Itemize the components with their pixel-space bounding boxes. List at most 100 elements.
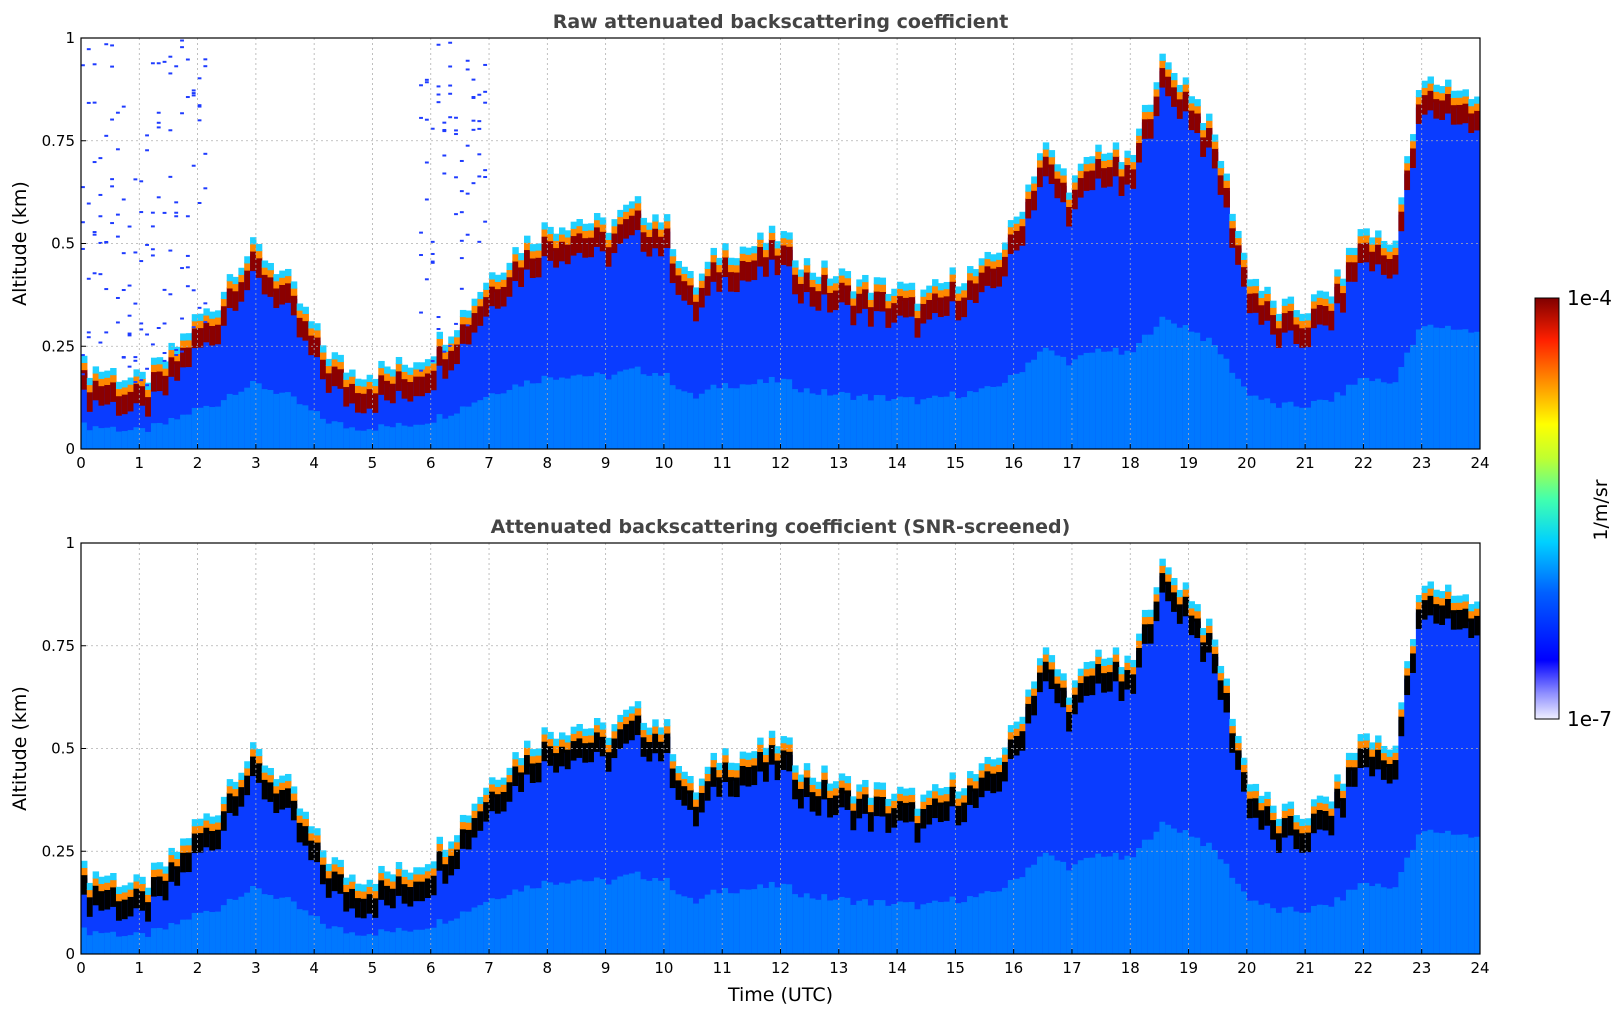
noise-speck <box>133 302 138 305</box>
field-column-lower <box>1019 877 1026 954</box>
layer-edge <box>728 768 735 778</box>
field-column-lower <box>1258 904 1265 954</box>
field-column-lower <box>1002 887 1009 954</box>
field-column-lower <box>838 896 846 954</box>
layer-edge <box>465 316 473 325</box>
layer-edge <box>972 275 980 284</box>
layer-band <box>500 285 508 307</box>
layer-band <box>203 321 210 343</box>
noise-speck <box>483 101 488 104</box>
field-column <box>1468 116 1475 449</box>
field-column <box>1130 677 1137 954</box>
layer-edge <box>1421 86 1429 96</box>
layer-band <box>448 349 455 371</box>
layer-edge <box>477 298 484 307</box>
layer-halo <box>728 762 735 770</box>
layer-edge <box>1340 284 1347 294</box>
field-column-lower <box>570 880 578 954</box>
layer-band <box>1112 660 1120 682</box>
layer-edge <box>279 276 286 285</box>
field-column-lower <box>716 388 723 449</box>
field-column-lower <box>1171 323 1178 449</box>
layer-halo <box>728 257 735 265</box>
layer-band <box>955 804 962 826</box>
field-column-lower <box>489 898 496 954</box>
field-column <box>1241 270 1248 449</box>
layer-band <box>943 800 951 821</box>
noise-speck <box>430 260 435 263</box>
field-column <box>407 385 414 449</box>
layer-edge <box>220 298 228 307</box>
field-column <box>652 231 659 449</box>
layer-band <box>1235 749 1242 770</box>
field-column <box>314 845 321 954</box>
layer-band <box>448 854 455 876</box>
field-column-lower <box>628 368 636 449</box>
field-column <box>867 815 875 954</box>
field-column <box>745 770 752 954</box>
noise-speck <box>180 46 184 49</box>
layer-band <box>897 295 904 316</box>
layer-edge <box>209 822 216 831</box>
layer-halo <box>797 774 805 782</box>
layer-halo <box>1060 168 1067 176</box>
layer-halo <box>494 779 502 787</box>
field-column <box>185 855 193 954</box>
field-column-lower <box>763 887 770 954</box>
layer-edge <box>518 764 525 773</box>
layer-band <box>1357 242 1365 263</box>
noise-speck <box>180 267 184 270</box>
layer-band <box>733 271 741 293</box>
field-column <box>255 766 263 954</box>
field-column <box>1258 308 1265 449</box>
layer-edge <box>768 736 776 746</box>
layer-edge <box>1130 666 1137 675</box>
layer-halo <box>809 777 817 785</box>
layer-halo <box>920 289 927 297</box>
layer-band <box>1025 197 1032 219</box>
layer-edge <box>331 863 339 872</box>
noise-speck <box>197 104 202 107</box>
layer-band <box>436 345 444 366</box>
layer-halo <box>203 308 210 316</box>
layer-edge <box>1386 755 1394 764</box>
field-column-lower <box>110 931 117 954</box>
field-column <box>809 290 817 449</box>
layer-band <box>763 761 770 782</box>
layer-edge <box>558 738 566 747</box>
field-column <box>1211 656 1219 954</box>
layer-edge <box>722 249 729 258</box>
field-column-lower <box>174 419 181 449</box>
field-column-lower <box>302 910 309 954</box>
layer-edge <box>605 238 613 248</box>
layer-halo <box>459 814 467 823</box>
field-column-lower <box>267 895 274 954</box>
field-column <box>1007 237 1015 449</box>
noise-speck <box>127 284 132 287</box>
x-tick-label: 24 <box>1470 454 1489 472</box>
field-column-lower <box>238 896 245 954</box>
layer-halo <box>290 786 298 794</box>
field-column-lower <box>483 396 490 449</box>
layer-edge <box>1270 306 1277 316</box>
field-column <box>891 811 898 954</box>
layer-band <box>1211 652 1219 674</box>
field-column-lower <box>1089 352 1096 449</box>
field-column-lower <box>1235 378 1242 449</box>
field-column <box>500 795 508 954</box>
layer-band <box>780 244 787 265</box>
layer-halo <box>1258 795 1265 804</box>
noise-speck <box>454 116 458 119</box>
layer-halo <box>751 246 758 254</box>
field-column <box>1293 832 1300 954</box>
layer-band <box>1194 617 1201 639</box>
layer-band <box>809 791 817 812</box>
field-column-lower <box>774 382 782 449</box>
layer-halo <box>1036 153 1044 161</box>
x-tick-label: 13 <box>829 454 848 472</box>
layer-edge <box>430 867 438 876</box>
layer-band <box>990 772 997 794</box>
noise-speck <box>465 68 470 71</box>
layer-band <box>698 286 706 308</box>
field-column <box>879 800 887 954</box>
